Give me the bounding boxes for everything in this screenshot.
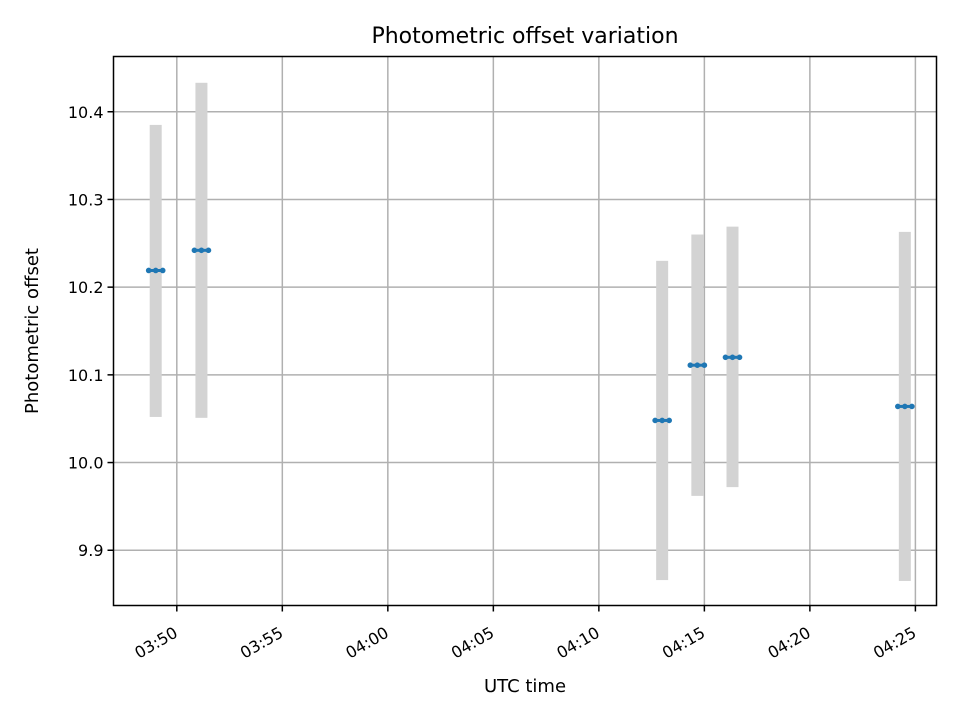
x-tick-label: 04:25: [870, 623, 919, 663]
chart-title: Photometric offset variation: [371, 24, 678, 49]
x-tick-label: 04:15: [659, 623, 708, 663]
y-axis-label: Photometric offset: [22, 248, 43, 414]
data-point: [701, 362, 708, 369]
y-tick-label: 10.3: [68, 190, 104, 209]
y-tick-label: 10.1: [68, 366, 104, 385]
y-tick-label: 10.0: [68, 454, 104, 473]
data-point: [909, 403, 915, 410]
x-tick-label: 03:55: [237, 623, 286, 663]
data-point: [687, 362, 694, 369]
data-point: [152, 267, 159, 274]
x-tick-label: 04:00: [342, 623, 391, 663]
x-axis-label: UTC time: [484, 676, 566, 697]
data-point: [652, 417, 658, 424]
data-point: [729, 354, 736, 361]
data-point: [736, 354, 743, 361]
data-point: [694, 362, 701, 369]
data-point: [205, 247, 212, 254]
x-tick-label: 03:50: [131, 623, 180, 663]
plot-frame: [112, 55, 938, 607]
grid-lines: [113, 56, 937, 606]
x-tick-label: 04:20: [764, 623, 813, 663]
data-point: [902, 403, 908, 410]
data-point: [666, 417, 673, 424]
y-tick-label: 9.9: [78, 541, 103, 560]
data-marks: [145, 82, 915, 581]
x-tick-label: 04:10: [553, 623, 602, 663]
y-axis-ticks: 9.9 10.0 10.1 10.2 10.3 10.4: [68, 103, 114, 560]
data-point: [895, 403, 901, 410]
y-tick-label: 10.4: [68, 103, 104, 122]
x-tick-label: 04:05: [448, 623, 497, 663]
data-point: [159, 267, 166, 274]
y-tick-label: 10.2: [68, 278, 104, 297]
data-point: [198, 247, 205, 254]
data-point: [659, 417, 665, 424]
data-point: [145, 267, 152, 274]
x-axis-ticks: 03:50 03:55 04:00 04:05 04:10 04:15 04:20 04:25: [131, 605, 919, 663]
data-point: [191, 247, 198, 254]
data-point: [722, 354, 729, 361]
